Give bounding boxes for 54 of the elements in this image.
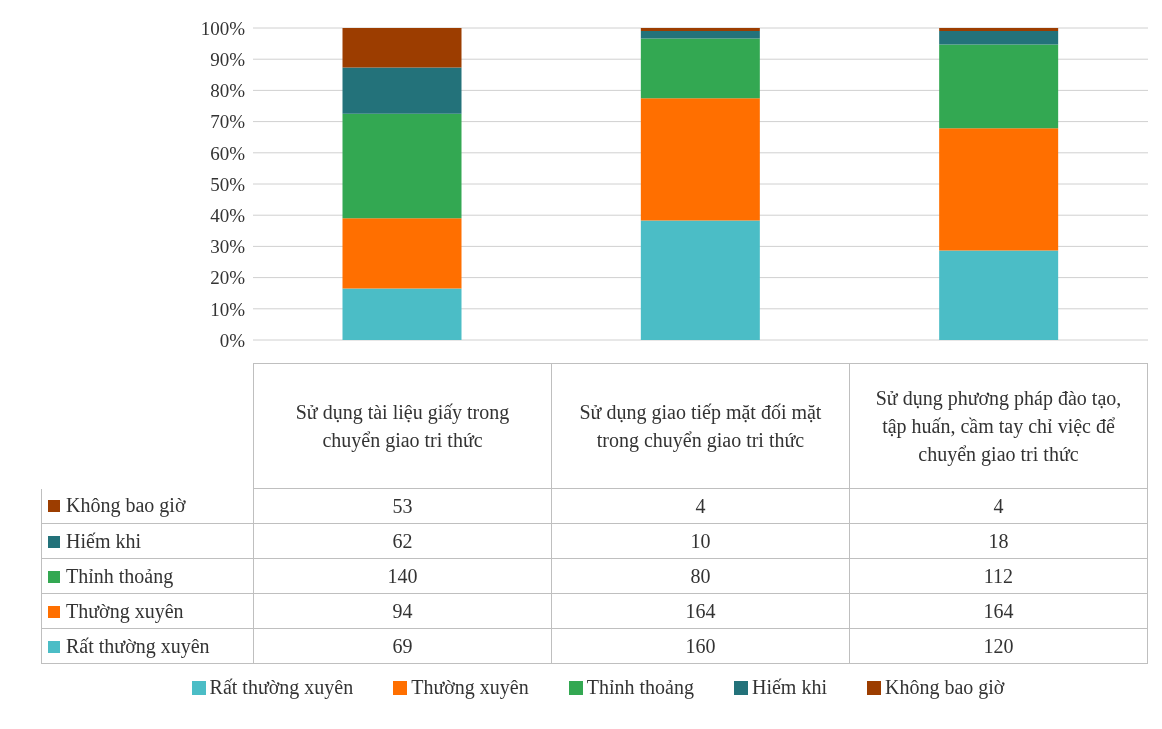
bar	[640, 220, 760, 340]
text: Thỉnh thoảng	[586, 676, 694, 698]
y-tick-label: 0%	[219, 329, 246, 351]
y-tick-label: 80%	[210, 80, 246, 102]
legend-label: Hiếm khi	[41, 523, 254, 559]
y-tick-label: 30%	[210, 236, 246, 258]
text: Thường xuyên	[411, 676, 529, 698]
text: 69	[253, 628, 552, 664]
text: 10	[551, 523, 850, 559]
text: 4	[551, 488, 850, 524]
bar	[939, 31, 1059, 45]
text: 140	[253, 558, 552, 594]
text: 112	[849, 558, 1148, 594]
text: 164	[849, 593, 1148, 629]
bar	[640, 31, 760, 39]
legend-label: Thường xuyên	[41, 593, 254, 629]
bar	[640, 38, 760, 99]
legend-label: Thỉnh thoảng	[41, 558, 254, 594]
text: Rất thường xuyên	[209, 676, 354, 698]
y-tick-label: 60%	[210, 142, 246, 164]
y-tick-label: 100%	[200, 17, 246, 39]
x-tick-label: Sử dụng giao tiếp mặt đối mặt trong chuyển giao tri thức	[551, 363, 850, 489]
bar	[939, 128, 1059, 251]
bar	[939, 28, 1059, 32]
text: 18	[849, 523, 1148, 559]
bar	[939, 250, 1059, 340]
y-tick-label: 90%	[210, 48, 246, 70]
x-tick-label: Sử dụng phương pháp đào tạo, tập huấn, cầm tay chỉ việc để chuyển giao tri thức	[849, 363, 1148, 489]
text: Hiếm khi	[751, 676, 827, 698]
text: 120	[849, 628, 1148, 664]
y-tick-label: 10%	[210, 298, 246, 320]
text: 4	[849, 488, 1148, 524]
bar	[640, 28, 760, 32]
legend-label: Không bao giờ	[41, 488, 254, 524]
text: Không bao giờ	[884, 676, 1005, 698]
bar	[342, 28, 462, 68]
bar	[342, 288, 462, 340]
bar	[939, 44, 1059, 129]
y-tick-label: 50%	[210, 173, 246, 195]
text: 62	[253, 523, 552, 559]
text: 164	[551, 593, 850, 629]
legend-label: Rất thường xuyên	[41, 628, 254, 664]
x-tick-label: Sử dụng tài liệu giấy trong chuyển giao tri thức	[253, 363, 552, 489]
bar	[342, 67, 462, 114]
bar	[640, 98, 760, 221]
bar	[342, 218, 462, 289]
text: 94	[253, 593, 552, 629]
y-tick-label: 40%	[210, 204, 246, 226]
text: 80	[551, 558, 850, 594]
y-tick-label: 20%	[210, 267, 246, 289]
y-tick-label: 70%	[210, 111, 246, 133]
text: 160	[551, 628, 850, 664]
bar	[342, 113, 462, 219]
text: 53	[253, 488, 552, 524]
